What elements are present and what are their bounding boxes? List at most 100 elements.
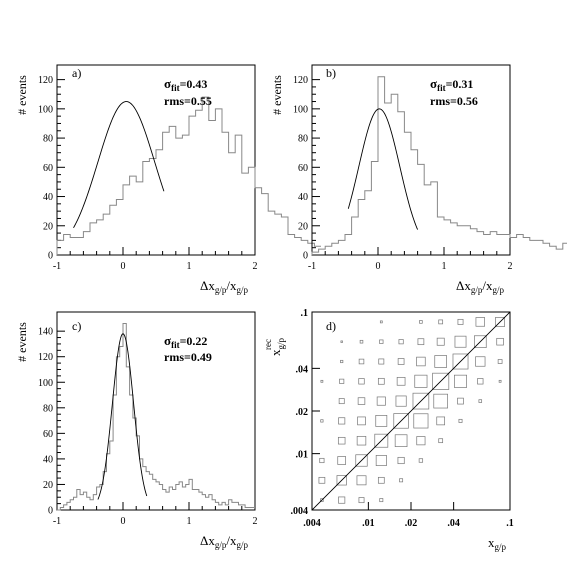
panel-c-sigma-subscript: fit	[171, 340, 180, 350]
panel-a-y-tick-label: 100	[38, 104, 53, 115]
panel-d-box-marker	[338, 417, 346, 425]
panel-d-box-marker	[358, 358, 365, 365]
panel-c-x-tick-label: 1	[187, 516, 192, 527]
panel-d-scatter: .004 .01 .02 .04 .1 .004 .01 .02 .04 .1 d) xg/p …	[263, 308, 514, 552]
panel-d-box-marker	[318, 476, 326, 484]
panel-c-x-label-sub1: g/p	[215, 540, 227, 550]
panel-d-box-markers	[318, 317, 506, 504]
panel-c-sigma-fit: σfit=0.22	[164, 333, 207, 350]
panel-d-box-marker	[438, 438, 444, 444]
panel-a-histogram-steps	[56, 96, 321, 255]
panel-d-box-marker	[375, 415, 388, 427]
panel-d-box-marker	[457, 318, 464, 325]
panel-d-box-marker	[438, 319, 444, 325]
panel-d-y-tick-label: .004	[291, 506, 309, 517]
panel-d-box-marker	[458, 418, 463, 423]
panel-b-y-tick-label: 60	[298, 163, 308, 174]
panel-d-box-marker	[393, 413, 409, 429]
panel-b-y-tick-label: 80	[298, 134, 308, 145]
panel-d-box-marker	[356, 475, 367, 486]
panel-c-x-tick-label: -1	[53, 516, 61, 527]
panel-c-x-tick-label: 2	[253, 516, 258, 527]
panel-d-box-marker	[418, 458, 424, 463]
panel-b-rms: rms=0.56	[430, 94, 478, 108]
panel-d-x-label: xg/p	[488, 535, 507, 552]
panel-d-box-marker	[412, 392, 430, 410]
panel-d-box-marker	[358, 497, 365, 504]
panel-d-y-label: xg/p rec	[263, 337, 286, 356]
panel-d-box-marker	[320, 379, 324, 383]
panel-d-y-label-text: xg/p	[268, 337, 286, 356]
panel-b-sigma-value: =0.31	[446, 77, 474, 91]
panel-a-frame	[56, 64, 256, 256]
panel-a-x-label: Δxg/p/xg/p	[200, 278, 249, 295]
panel-d-box-marker	[436, 337, 445, 346]
panel-b-x-label-sep: /x	[482, 278, 493, 293]
panel-d-box-marker	[320, 419, 324, 423]
panel-c-sigma-value: =0.22	[180, 334, 208, 348]
panel-a-x-label-sep: /x	[226, 278, 237, 293]
panel-d-label: d)	[326, 319, 336, 333]
panel-d-y-axis: .004 .01 .02 .04 .1	[291, 308, 320, 517]
panel-a-sigma-symbol: σ	[164, 76, 171, 91]
panel-b-gaussian-fit	[347, 108, 419, 230]
panel-d-box-marker	[477, 378, 484, 385]
panel-d-box-marker	[340, 340, 343, 343]
panel-a-gaussian-fit	[73, 101, 165, 229]
panel-c-y-axis: 0 20 40 60 80 100 120 140	[38, 327, 65, 517]
panel-d-box-marker	[416, 436, 426, 446]
panel-d-x-tick-label: .02	[405, 518, 418, 529]
panel-d-box-marker	[436, 416, 446, 426]
panel-d-box-marker	[379, 498, 384, 503]
panel-d-x-tick-label: .1	[506, 518, 514, 529]
panel-c-x-label-main: Δx	[200, 533, 215, 548]
panel-c-y-tick-label: 100	[38, 378, 53, 389]
panel-c-x-tick-label: 0	[121, 516, 126, 527]
panel-d-box-marker	[338, 496, 346, 504]
panel-d-y-tick-label: .01	[296, 450, 309, 461]
panel-d-box-marker	[454, 335, 467, 348]
panel-a-x-tick-label: 2	[253, 261, 258, 272]
panel-b-x-label-main: Δx	[456, 278, 471, 293]
panel-d-box-marker	[358, 378, 365, 385]
panel-b-x-tick-label: 2	[508, 261, 513, 272]
panel-b-y-label: # events	[270, 75, 284, 115]
panel-c-y-tick-label: 80	[43, 403, 53, 414]
panel-d-y-tick-label: .02	[296, 407, 309, 418]
panel-d-box-marker	[497, 359, 503, 364]
panel-d-box-marker	[320, 498, 324, 502]
panel-d-box-marker	[379, 320, 383, 324]
panel-b-y-tick-label: 120	[293, 75, 308, 86]
panel-b-y-axis: 0 20 40 60 80 100 120	[293, 75, 320, 262]
panel-d-box-marker	[339, 378, 345, 384]
panel-d-box-marker	[379, 339, 384, 344]
panel-a-y-tick-label: 60	[43, 163, 53, 174]
panel-d-box-marker	[414, 374, 428, 388]
panel-c-x-label-sub2: g/p	[237, 540, 249, 550]
panel-c-sigma-symbol: σ	[164, 333, 171, 348]
panel-d-box-marker	[394, 434, 408, 447]
panel-c-rms: rms=0.49	[164, 350, 212, 364]
panel-d-box-marker	[319, 457, 325, 464]
panel-d-box-marker	[337, 456, 347, 465]
panel-a-sigma-subscript: fit	[171, 83, 180, 93]
panel-b-y-tick-label: 20	[298, 221, 308, 232]
panel-d-box-marker	[340, 359, 344, 364]
panel-c-x-label: Δxg/p/xg/p	[200, 533, 249, 550]
panel-c-label: c)	[72, 319, 81, 333]
panel-d-x-label-sub: g/p	[495, 542, 507, 552]
panel-c-x-label-sep: /x	[226, 533, 237, 548]
panel-a-y-tick-label: 20	[43, 221, 53, 232]
panel-a-y-axis: 0 20 40 60 80 100 120	[38, 75, 65, 262]
panel-d-box-marker	[454, 374, 467, 388]
panel-d-box-marker	[375, 455, 387, 467]
panel-d-box-marker	[417, 338, 425, 346]
panel-d-y-tick-label: .04	[296, 364, 309, 375]
panel-a-x-tick-label: -1	[53, 261, 61, 272]
panel-b-x-tick-label: 0	[376, 261, 381, 272]
panel-a-x-axis: -1 0 1 2	[53, 247, 258, 272]
panel-a-x-tick-label: 1	[187, 261, 192, 272]
panel-c-y-tick-label: 20	[43, 480, 53, 491]
panel-d-box-marker	[336, 475, 347, 486]
